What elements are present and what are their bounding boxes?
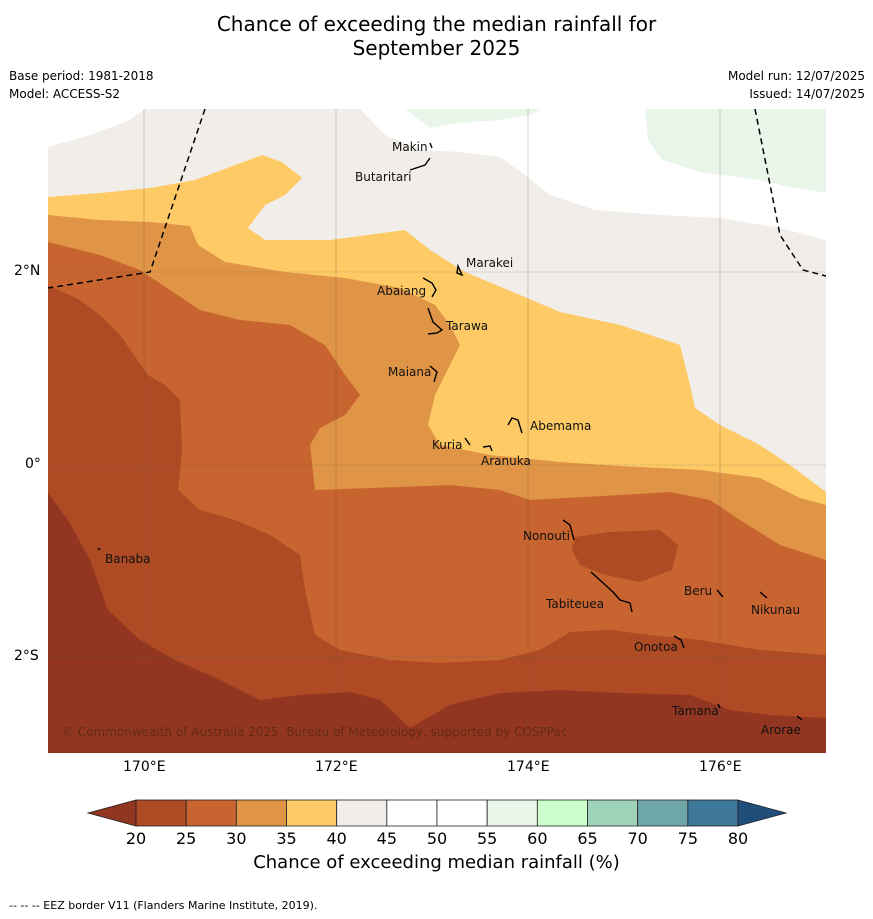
colorbar-tick-label: 40 — [326, 829, 346, 848]
label-beru: Beru — [684, 584, 712, 598]
label-abemama: Abemama — [530, 419, 591, 433]
label-banaba: Banaba — [105, 552, 151, 566]
label-arorae: Arorae — [761, 723, 801, 737]
colorbar-tick-label: 70 — [627, 829, 647, 848]
title-line-1: Chance of exceeding the median rainfall … — [216, 12, 657, 36]
label-abaiang: Abaiang — [377, 284, 426, 298]
place-labels: Makin Butaritari Marakei Abaiang Tarawa … — [62, 140, 801, 739]
label-makin: Makin — [392, 140, 428, 154]
colorbar-box — [536, 799, 588, 827]
colorbar-tick-label: 80 — [728, 829, 748, 848]
zone-55-60-north-west — [405, 109, 540, 128]
title-line-2: September 2025 — [352, 36, 521, 60]
colorbar-high-extension — [737, 799, 788, 827]
colorbar-ticks: 20 25 30 35 40 45 50 55 60 65 70 75 80 — [126, 829, 748, 848]
island-makin — [429, 142, 433, 149]
colorbar-box — [637, 799, 689, 827]
islands — [97, 142, 803, 721]
label-nonouti: Nonouti — [523, 529, 570, 543]
label-aranuka: Aranuka — [481, 454, 531, 468]
zone-below-20 — [48, 493, 826, 753]
zone-55-60-north-east — [645, 109, 826, 193]
model-name: Model: ACCESS-S2 — [9, 87, 121, 101]
colorbar-box — [386, 799, 438, 827]
island-onotoa — [673, 635, 685, 649]
lon-label-174e: 174°E — [507, 759, 550, 775]
island-abaiang — [422, 277, 437, 298]
colorbar-label: Chance of exceeding median rainfall (%) — [253, 852, 620, 873]
label-nikunau: Nikunau — [751, 603, 800, 617]
colorbar-tick-label: 20 — [126, 829, 146, 848]
colorbar-box — [587, 799, 639, 827]
label-maiana: Maiana — [388, 365, 431, 379]
colorbar-tick-label: 25 — [176, 829, 196, 848]
colorbar-low-extension — [86, 799, 137, 827]
colorbar-tick-label: 65 — [577, 829, 597, 848]
colorbar-box — [336, 799, 388, 827]
colorbar: 20 25 30 35 40 45 50 55 60 65 70 75 80 — [86, 799, 788, 848]
island-kuria — [464, 437, 471, 446]
colorbar-tick-label: 55 — [477, 829, 497, 848]
lat-label-2n: 2°N — [14, 263, 41, 279]
island-banaba — [97, 547, 101, 551]
lon-label-176e: 176°E — [699, 759, 742, 775]
colorbar-box — [687, 799, 739, 827]
colorbar-box — [486, 799, 538, 827]
label-onotoa: Onotoa — [634, 640, 678, 654]
island-maiana — [429, 365, 438, 383]
colorbar-box — [436, 799, 488, 827]
meta-left: Base period: 1981-2018 Model: ACCESS-S2 — [9, 67, 154, 103]
island-arorae — [796, 715, 803, 721]
model-run: Model run: 12/07/2025 — [727, 69, 865, 83]
colorbar-tick-label: 75 — [678, 829, 698, 848]
colorbar-box — [185, 799, 237, 827]
island-butaritari — [409, 157, 431, 171]
meta-right: Model run: 12/07/2025 Issued: 14/07/2025 — [728, 67, 865, 103]
zone-20-25 — [48, 285, 826, 753]
island-tabiteuea — [590, 571, 633, 613]
label-butaritari: Butaritari — [355, 170, 412, 184]
graticule — [48, 109, 826, 753]
copyright-notice: © Commonwealth of Australia 2025, Bureau… — [62, 725, 567, 739]
graticule-dotted — [48, 271, 826, 466]
label-kuria: Kuria — [432, 438, 463, 452]
colorbar-tick-label: 35 — [276, 829, 296, 848]
contour-layer: Makin Butaritari Marakei Abaiang Tarawa … — [48, 109, 826, 753]
colorbar-tick-label: 45 — [377, 829, 397, 848]
island-tarawa — [427, 307, 444, 335]
label-marakei: Marakei — [466, 256, 513, 270]
colorbar-box — [286, 799, 338, 827]
base-period: Base period: 1981-2018 — [9, 69, 154, 83]
lon-label-172e: 172°E — [315, 759, 358, 775]
eez-border — [48, 109, 826, 289]
label-tarawa: Tarawa — [445, 319, 488, 333]
lat-label-2s: 2°S — [14, 648, 39, 664]
island-nikunau — [759, 591, 768, 599]
island-beru — [716, 589, 724, 598]
colorbar-tick-label: 50 — [427, 829, 447, 848]
label-tamana: Tamana — [671, 704, 719, 718]
island-tamana — [717, 703, 721, 709]
map-title: Chance of exceeding the median rainfall … — [0, 12, 873, 60]
footer-note: -- -- -- EEZ border V11 (Flanders Marine… — [9, 899, 318, 912]
colorbar-box — [235, 799, 287, 827]
issued-date: Issued: 14/07/2025 — [749, 87, 865, 101]
colorbar-tick-label: 30 — [226, 829, 246, 848]
zone-20-25-patch — [572, 530, 678, 582]
island-nonouti — [562, 519, 575, 541]
colorbar-box — [135, 799, 187, 827]
island-marakei — [456, 263, 464, 277]
island-aranuka — [482, 445, 493, 452]
colorbar-tick-label: 60 — [527, 829, 547, 848]
colorbar-boxes — [135, 799, 739, 827]
label-tabiteuea: Tabiteuea — [545, 597, 604, 611]
lat-label-0: 0° — [25, 456, 41, 472]
lon-label-170e: 170°E — [123, 759, 166, 775]
island-abemama — [507, 417, 523, 434]
